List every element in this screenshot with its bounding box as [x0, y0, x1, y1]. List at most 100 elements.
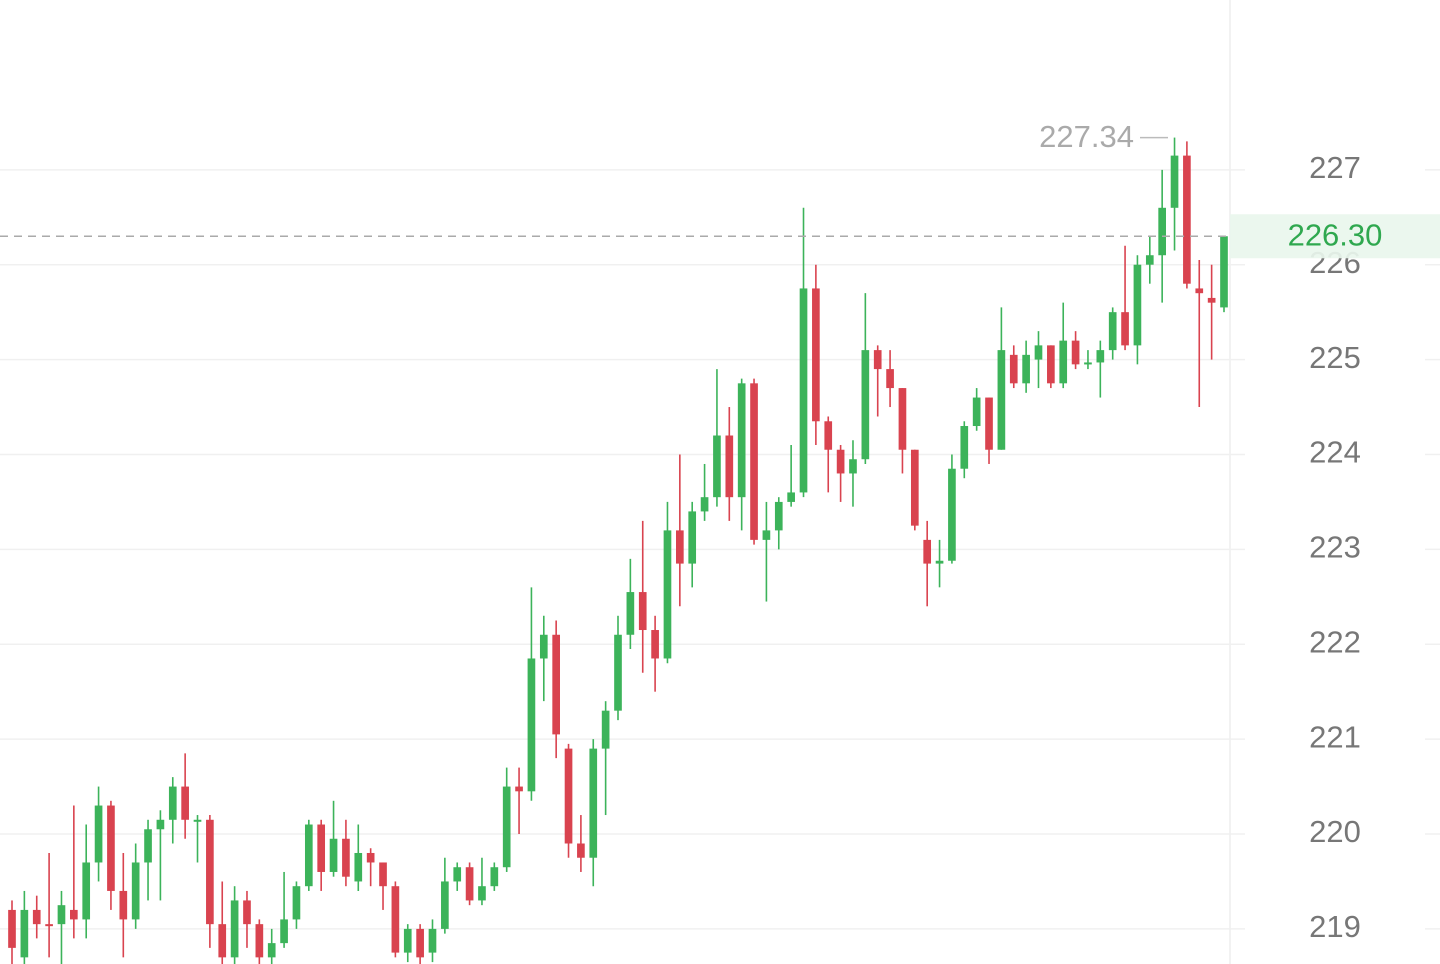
y-tick-label: 220: [1309, 814, 1361, 849]
candle-body: [824, 421, 833, 450]
candle-body: [1158, 207, 1166, 256]
candle-body: [923, 539, 932, 564]
candle-body: [737, 383, 746, 498]
candle-body: [762, 530, 771, 540]
last-price-box: [1230, 214, 1440, 259]
y-tick-label: 225: [1309, 340, 1361, 375]
candle-body: [861, 350, 870, 460]
candle-body: [898, 388, 907, 450]
candle-body: [428, 928, 437, 953]
candle-body: [601, 710, 610, 749]
candle-body: [985, 397, 993, 450]
candle-body: [564, 748, 573, 844]
candle-body: [57, 905, 66, 925]
candle-body: [849, 459, 857, 474]
last-price-label: 226.30: [1288, 217, 1383, 252]
candle-body: [292, 886, 301, 920]
candle-body: [1022, 354, 1030, 384]
candle-body: [750, 383, 758, 540]
candle-body: [1170, 155, 1179, 208]
candle-body: [1183, 155, 1191, 284]
candle-body: [490, 867, 499, 887]
candle-body: [972, 397, 981, 427]
candle-body: [997, 350, 1006, 450]
y-tick-label: 227: [1309, 150, 1361, 185]
candle-body: [255, 924, 264, 958]
candle-body: [32, 909, 41, 925]
candle-body: [774, 501, 783, 531]
candle-body: [453, 867, 462, 882]
candle-body: [342, 838, 350, 877]
candle-body: [663, 530, 672, 659]
candle-body: [589, 748, 598, 858]
candle-body: [206, 819, 214, 925]
candle-body: [478, 886, 486, 901]
candle-body: [354, 852, 363, 882]
candle-body: [243, 900, 251, 925]
candle-body: [379, 862, 387, 887]
candle-body: [935, 560, 944, 564]
candle-body: [713, 435, 721, 498]
candle-body: [1071, 340, 1080, 365]
y-tick-label: 222: [1309, 624, 1361, 659]
candle-body: [8, 909, 16, 948]
candle-body: [168, 786, 177, 820]
y-tick-label: 224: [1309, 435, 1361, 470]
candle-body: [1108, 312, 1117, 351]
candle-body: [280, 919, 288, 944]
candle-body: [1096, 350, 1105, 363]
y-tick-label: 221: [1309, 719, 1361, 754]
candle-body: [948, 468, 956, 561]
candle-body: [799, 288, 808, 493]
candle-body: [218, 924, 227, 958]
candle-body: [700, 497, 709, 512]
candle-body: [725, 435, 734, 498]
candle-body: [886, 369, 894, 389]
candle-body: [317, 824, 326, 872]
candle-body: [45, 924, 53, 927]
candle-body: [181, 786, 189, 820]
candle-body: [1047, 345, 1055, 384]
candle-body: [70, 909, 78, 920]
candle-body: [1207, 297, 1216, 303]
candle-body: [82, 862, 91, 920]
candle-body: [502, 786, 511, 868]
candle-body: [577, 843, 585, 858]
candle-body: [441, 881, 449, 929]
candle-body: [329, 838, 338, 872]
candle-body: [812, 288, 820, 422]
max-marker-label: 227.34: [1039, 119, 1134, 154]
candle-body: [787, 492, 795, 502]
candle-body: [144, 829, 152, 863]
candle-body: [1220, 236, 1228, 308]
candle-body: [304, 824, 313, 887]
candle-body: [20, 909, 29, 958]
candle-body: [515, 786, 523, 792]
candle-body: [403, 928, 412, 953]
candle-body: [1145, 255, 1154, 265]
candle-body: [910, 449, 919, 526]
y-tick-label: 219: [1309, 909, 1361, 944]
candle-body: [1121, 312, 1129, 346]
candle-body: [94, 805, 103, 863]
candle-body: [107, 805, 115, 891]
candle-body: [651, 630, 659, 659]
candle-body: [626, 592, 635, 635]
candle-body: [676, 530, 684, 564]
candle-body: [416, 928, 424, 958]
overlay: 227.34 226.30: [0, 119, 1440, 259]
candle-body: [193, 819, 202, 822]
candle-body: [614, 634, 622, 711]
candle-body: [1034, 345, 1043, 360]
candle-body: [539, 634, 548, 659]
candle-body: [1084, 362, 1092, 365]
candle-body: [465, 867, 474, 901]
candle-body: [267, 943, 276, 958]
candle-body: [552, 634, 560, 735]
candle-body: [1009, 354, 1018, 384]
candle-body: [688, 511, 697, 564]
candle-body: [836, 449, 845, 474]
